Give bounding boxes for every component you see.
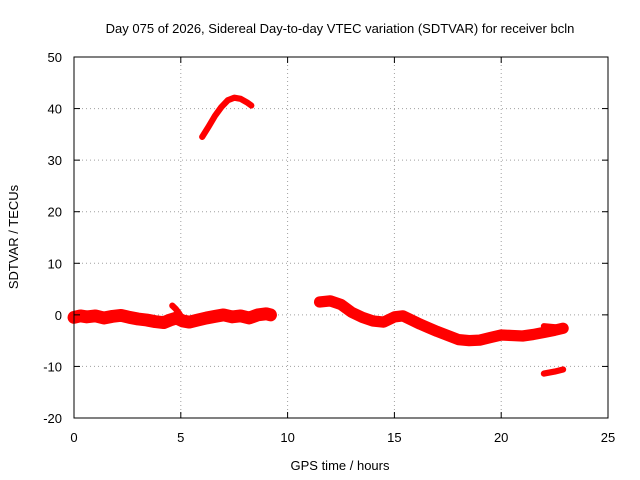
y-tick-label: 20 [48, 205, 62, 220]
series-segment-2 [199, 94, 255, 140]
y-tick-label: 0 [55, 308, 62, 323]
y-tick-label: 50 [48, 50, 62, 65]
series-segment-3 [313, 295, 569, 347]
series-segment-3-tail [540, 323, 565, 333]
grid-layer [74, 57, 608, 418]
x-tick-label: 25 [601, 430, 615, 445]
plot-frame [73, 56, 609, 419]
x-tick-label: 0 [70, 430, 77, 445]
series-segment-1 [67, 307, 277, 330]
y-tick-label: -20 [43, 411, 62, 426]
y-tick-label: 40 [48, 102, 62, 117]
x-tick-label: 5 [177, 430, 184, 445]
series-segment-4 [540, 366, 567, 377]
chart-title: Day 075 of 2026, Sidereal Day-to-day VTE… [106, 21, 575, 36]
y-tick-label: -10 [43, 359, 62, 374]
x-tick-label: 20 [494, 430, 508, 445]
y-axis-label: SDTVAR / TECUs [6, 184, 21, 289]
tick-layer [73, 56, 609, 419]
series-segment-1-spike [169, 302, 185, 322]
y-tick-label: 30 [48, 153, 62, 168]
series-layer [67, 94, 569, 377]
x-tick-label: 10 [280, 430, 294, 445]
x-axis-label: GPS time / hours [291, 458, 390, 473]
x-tick-label: 15 [387, 430, 401, 445]
label-layer: 0 5 10 15 20 25 -20 -10 0 10 20 30 40 50 [43, 50, 615, 445]
y-tick-label: 10 [48, 256, 62, 271]
